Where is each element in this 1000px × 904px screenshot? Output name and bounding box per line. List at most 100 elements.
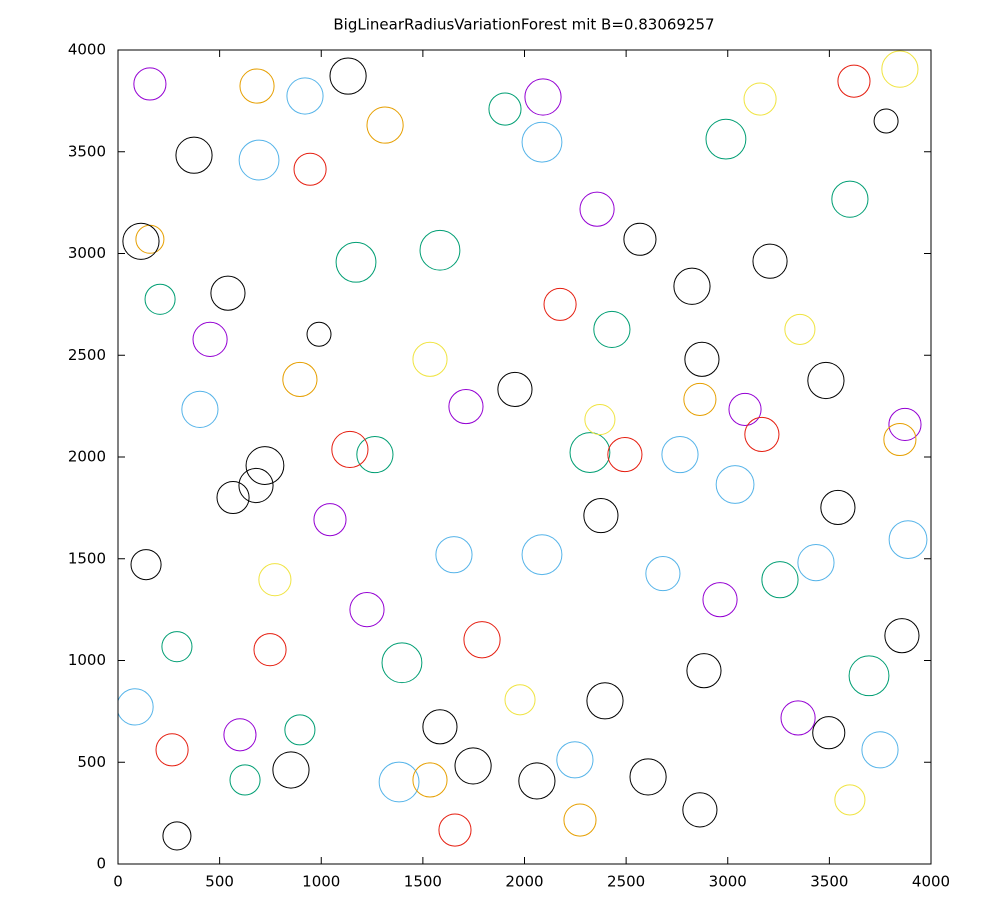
circle (752, 243, 788, 279)
circle (820, 489, 856, 526)
circle (645, 556, 681, 592)
circle (884, 618, 920, 654)
circle (797, 544, 835, 582)
circle (607, 436, 643, 473)
circle (356, 435, 394, 474)
x-tick-label: 4000 (912, 873, 950, 891)
y-tick-label: 2000 (68, 448, 106, 466)
circle (253, 633, 287, 667)
circle (837, 64, 871, 98)
circle (130, 549, 162, 581)
circle (335, 241, 377, 283)
circle (284, 714, 316, 746)
circle (702, 582, 738, 618)
y-tick-label: 3000 (68, 244, 106, 262)
circle (118, 688, 154, 726)
circle (181, 390, 219, 428)
circle (684, 341, 720, 377)
circle (216, 480, 250, 515)
circle (728, 392, 762, 426)
circle (743, 82, 777, 116)
circle (683, 382, 717, 416)
circle (623, 222, 657, 256)
circle (761, 561, 799, 599)
x-tick-label: 1000 (302, 873, 340, 891)
circle (331, 430, 369, 469)
x-tick-label: 3000 (709, 873, 747, 891)
circle (873, 108, 899, 134)
circle (518, 762, 556, 800)
circle (155, 733, 189, 767)
circle (861, 731, 899, 769)
y-tick-label: 0 (96, 855, 106, 873)
circle (162, 821, 192, 851)
circle (144, 283, 176, 315)
circle (381, 642, 423, 684)
circle (463, 621, 501, 659)
circle (245, 446, 285, 485)
circle (661, 435, 699, 474)
circle (133, 67, 167, 101)
circle (419, 229, 461, 271)
circle (329, 57, 367, 95)
circle (306, 321, 332, 347)
circle (705, 118, 747, 160)
circle (881, 50, 919, 88)
y-tick-label: 1000 (68, 651, 106, 669)
circle (543, 287, 577, 321)
circle (438, 813, 472, 847)
circle (504, 684, 536, 716)
circle (258, 563, 292, 597)
circle (593, 310, 631, 348)
circle (161, 631, 193, 663)
circle (448, 388, 484, 425)
circle (569, 432, 611, 473)
y-tick-label: 1500 (68, 549, 106, 567)
circle (122, 222, 160, 260)
circle (412, 762, 448, 798)
circle (229, 764, 261, 796)
y-tick-label: 500 (77, 753, 106, 771)
circle (238, 467, 274, 504)
circle (682, 792, 718, 828)
chart-title: BigLinearRadiusVariationForest mit B=0.8… (333, 16, 714, 34)
x-tick-label: 2000 (505, 873, 543, 891)
circle (175, 136, 213, 174)
circle (673, 267, 711, 305)
circle (524, 78, 562, 116)
circle (378, 761, 420, 803)
circle (521, 121, 563, 163)
circle (812, 716, 846, 750)
circle (349, 592, 385, 628)
circle (784, 313, 816, 345)
circle (888, 520, 928, 560)
circle (223, 718, 257, 752)
y-tick-label: 4000 (68, 41, 106, 59)
x-tick-label: 1500 (404, 873, 442, 891)
circle (238, 139, 280, 181)
circle (686, 653, 722, 689)
circle (192, 321, 228, 357)
circle (556, 741, 594, 779)
circle (579, 191, 615, 227)
circle (744, 416, 780, 452)
circle (210, 275, 246, 311)
circle (583, 498, 619, 534)
circle (366, 106, 404, 144)
circle (586, 682, 624, 720)
x-tick-label: 500 (205, 873, 234, 891)
circle (521, 534, 563, 576)
circle (454, 747, 492, 785)
y-tick-label: 3500 (68, 142, 106, 160)
circle (422, 709, 458, 745)
circle (282, 361, 318, 398)
circle (629, 758, 667, 796)
circle (883, 422, 917, 457)
x-tick-label: 0 (113, 873, 123, 891)
x-tick-label: 3500 (810, 873, 848, 891)
plot-area (118, 50, 928, 851)
circle (239, 68, 275, 104)
circle (888, 407, 922, 441)
circle (488, 92, 522, 126)
